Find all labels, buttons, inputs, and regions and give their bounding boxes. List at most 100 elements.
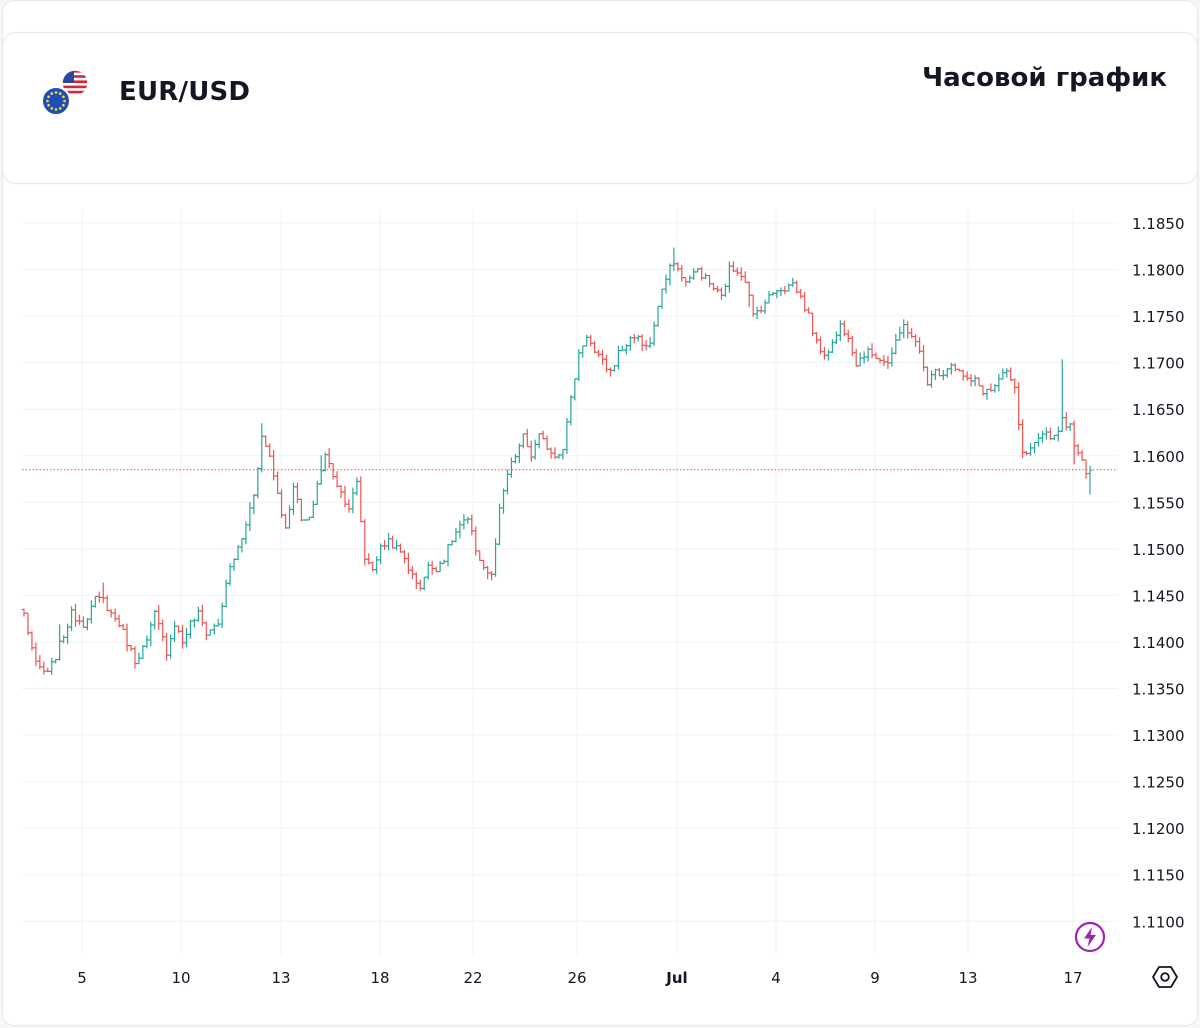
x-tick-label: 22	[463, 969, 482, 987]
ohlc-bar	[433, 566, 439, 573]
ohlc-bar	[651, 321, 657, 346]
ohlc-bar	[869, 343, 875, 359]
ohlc-bar	[37, 655, 43, 670]
ohlc-bar	[921, 345, 926, 372]
ohlc-bar	[196, 606, 201, 622]
ohlc-bar	[263, 435, 268, 447]
ohlc-bar	[53, 658, 58, 664]
ohlc-bar	[116, 614, 122, 628]
ohlc-bar	[913, 334, 918, 347]
ohlc-bar	[485, 565, 490, 580]
ohlc-bar	[968, 374, 974, 387]
ohlc-bar	[1000, 368, 1006, 380]
lightning-icon[interactable]	[1073, 920, 1107, 954]
y-tick-label: 1.1550	[1132, 494, 1185, 512]
ohlc-bar	[168, 634, 173, 659]
eur-usd-flags-icon	[41, 69, 89, 116]
ohlc-bar	[93, 595, 98, 608]
ohlc-bar	[406, 552, 411, 575]
x-tick-label: 17	[1063, 969, 1082, 987]
ohlc-bar	[315, 480, 320, 506]
ohlc-bar	[933, 368, 938, 380]
ohlc-bar	[350, 487, 356, 514]
ohlc-bar	[247, 502, 253, 532]
ohlc-bar	[77, 614, 82, 625]
ohlc-bar	[853, 348, 859, 367]
ohlc-bar	[758, 305, 764, 314]
ohlc-bar	[481, 559, 486, 571]
settings-hexagon-icon[interactable]	[1151, 963, 1179, 991]
ohlc-bar	[818, 336, 823, 355]
ohlc-bar	[374, 556, 379, 575]
ohlc-bar	[208, 629, 213, 636]
ohlc-bar	[120, 623, 126, 630]
ohlc-bar	[873, 352, 879, 360]
ohlc-bar	[861, 351, 867, 364]
ohlc-bar	[846, 329, 851, 343]
ohlc-bar	[754, 306, 760, 320]
ohlc-bar	[790, 277, 795, 287]
ohlc-bar	[572, 378, 578, 401]
ohlc-bar	[291, 482, 296, 516]
ohlc-bar	[176, 625, 181, 634]
y-tick-label: 1.1200	[1132, 820, 1185, 838]
ohlc-bar	[636, 334, 641, 342]
y-tick-label: 1.1500	[1132, 541, 1185, 559]
chart-header: EUR/USD Часовой график	[2, 32, 1198, 184]
ohlc-bar	[552, 447, 558, 460]
y-tick-label: 1.1350	[1132, 681, 1185, 699]
ohlc-bar	[584, 334, 589, 347]
ohlc-bar	[620, 345, 625, 352]
ohlc-bar	[136, 652, 142, 665]
x-tick-label: Jul	[665, 969, 687, 987]
y-tick-label: 1.1750	[1132, 308, 1185, 326]
ohlc-bar	[354, 477, 360, 496]
ohlc-bar	[525, 428, 530, 448]
ohlc-bar	[402, 550, 407, 564]
ohlc-bar	[735, 267, 740, 276]
ohlc-bar	[449, 540, 455, 546]
y-tick-label: 1.1850	[1132, 215, 1185, 233]
ohlc-bar	[517, 443, 522, 464]
ohlc-bar	[105, 595, 110, 612]
ohlc-bar	[766, 290, 772, 304]
ohlc-bar	[687, 275, 692, 284]
x-tick-label: 9	[870, 969, 880, 987]
ohlc-bar	[437, 560, 443, 573]
ohlc-bar	[219, 602, 225, 628]
ohlc-bar	[691, 268, 696, 280]
x-tick-label: 4	[771, 969, 781, 987]
ohlc-bar	[905, 320, 910, 339]
ohlc-bar	[473, 526, 478, 556]
ohlc-bar	[326, 448, 332, 469]
ohlc-bar	[45, 667, 50, 673]
ohlc-bar	[746, 281, 752, 307]
ohlc-bar	[215, 618, 221, 627]
ohlc-bar	[941, 369, 946, 381]
x-tick-label: 10	[171, 969, 190, 987]
ohlc-bar	[112, 608, 118, 622]
ohlc-bar	[889, 347, 895, 367]
ohlc-bar	[509, 457, 514, 478]
ohlc-bar	[806, 307, 811, 314]
ohlc-bar	[782, 286, 788, 295]
ohlc-bar	[465, 516, 471, 524]
ohlc-bar	[418, 579, 423, 592]
ohlc-bar	[338, 484, 344, 499]
ohlc-bar	[441, 559, 447, 565]
ohlc-bar	[69, 606, 74, 631]
ohlc-bar	[212, 623, 217, 635]
ohlc-bar	[727, 261, 732, 293]
ohlc-bar	[362, 519, 368, 566]
ohlc-bar	[564, 417, 570, 454]
ohlc-bar	[227, 563, 233, 586]
ohlc-bar	[881, 354, 887, 366]
ohlc-bar	[223, 579, 229, 608]
ohlc-bar	[370, 561, 375, 572]
ohlc-bar	[128, 644, 134, 652]
ohlc-bar	[192, 618, 197, 628]
ohlc-bar	[616, 345, 621, 370]
ohlc-bar	[628, 335, 633, 351]
ohlc-bar	[505, 469, 510, 495]
